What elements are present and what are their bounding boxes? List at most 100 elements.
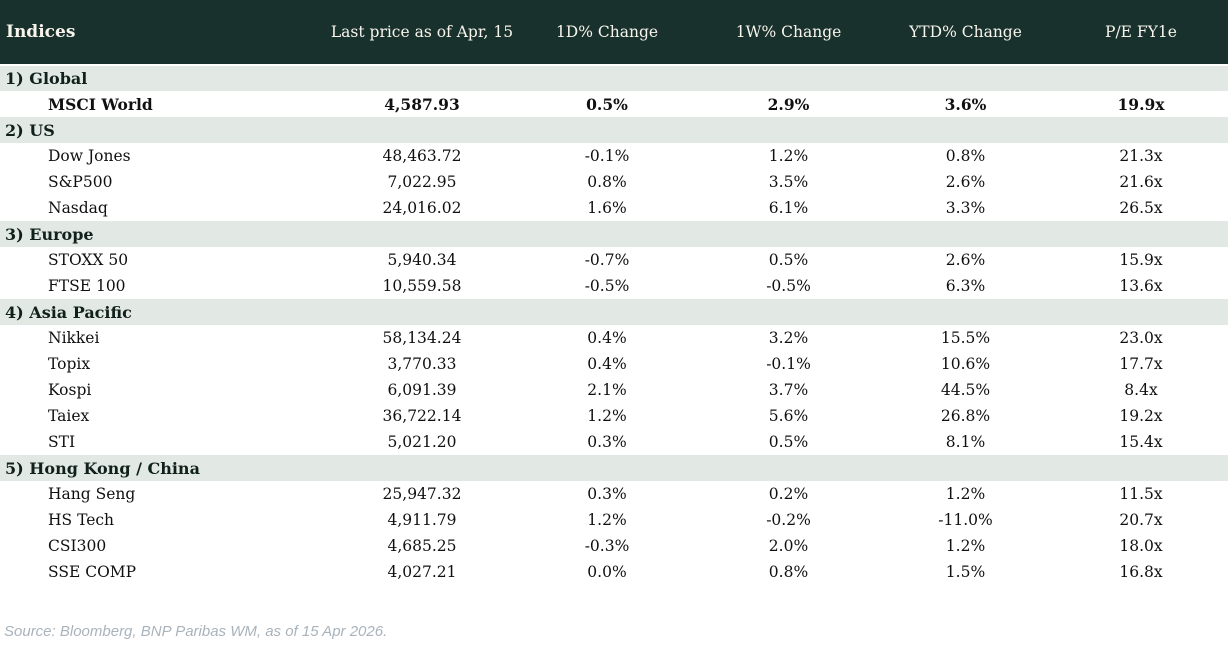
w1-change-cell: 6.1% [700, 195, 877, 221]
last-price-cell: 4,685.25 [330, 533, 514, 559]
ytd-change-cell: 0.8% [877, 143, 1054, 169]
last-price-cell: 4,587.93 [330, 91, 514, 117]
w1-change-cell: 3.5% [700, 169, 877, 195]
last-price-cell: 36,722.14 [330, 403, 514, 429]
pe-cell: 19.2x [1054, 403, 1228, 429]
ytd-change-cell: 44.5% [877, 377, 1054, 403]
last-price-cell: 7,022.95 [330, 169, 514, 195]
column-header-price: Last price as of Apr, 15 [330, 0, 514, 66]
source-note: Source: Bloomberg, BNP Paribas WM, as of… [4, 623, 388, 640]
table-row: SSE COMP 4,027.21 0.0% 0.8% 1.5% 16.8x [0, 559, 1228, 585]
d1-change-cell: -0.7% [514, 247, 700, 273]
table-row: FTSE 100 10,559.58 -0.5% -0.5% 6.3% 13.6x [0, 273, 1228, 299]
index-name-cell: Nikkei [0, 325, 330, 351]
section-label: 2) US [0, 117, 1228, 143]
column-header-w1: 1W% Change [700, 0, 877, 66]
index-name-cell: STI [0, 429, 330, 455]
w1-change-cell: 2.9% [700, 91, 877, 117]
table-row: Nasdaq 24,016.02 1.6% 6.1% 3.3% 26.5x [0, 195, 1228, 221]
w1-change-cell: -0.2% [700, 507, 877, 533]
index-name-cell: S&P500 [0, 169, 330, 195]
section-label: 1) Global [0, 65, 1228, 91]
d1-change-cell: 0.5% [514, 91, 700, 117]
table-row: STI 5,021.20 0.3% 0.5% 8.1% 15.4x [0, 429, 1228, 455]
d1-change-cell: -0.3% [514, 533, 700, 559]
index-name-cell: Nasdaq [0, 195, 330, 221]
index-name-cell: Taiex [0, 403, 330, 429]
last-price-cell: 3,770.33 [330, 351, 514, 377]
ytd-change-cell: -11.0% [877, 507, 1054, 533]
d1-change-cell: 1.6% [514, 195, 700, 221]
pe-cell: 18.0x [1054, 533, 1228, 559]
w1-change-cell: -0.5% [700, 273, 877, 299]
section-row: 4) Asia Pacific [0, 299, 1228, 325]
table-row: Dow Jones 48,463.72 -0.1% 1.2% 0.8% 21.3x [0, 143, 1228, 169]
column-header-pe: P/E FY1e [1054, 0, 1228, 66]
section-label: 3) Europe [0, 221, 1228, 247]
ytd-change-cell: 1.5% [877, 559, 1054, 585]
table-row: Taiex 36,722.14 1.2% 5.6% 26.8% 19.2x [0, 403, 1228, 429]
section-row: 5) Hong Kong / China [0, 455, 1228, 481]
index-name-cell: MSCI World [0, 91, 330, 117]
index-name-cell: Topix [0, 351, 330, 377]
last-price-cell: 10,559.58 [330, 273, 514, 299]
pe-cell: 17.7x [1054, 351, 1228, 377]
section-label: 4) Asia Pacific [0, 299, 1228, 325]
w1-change-cell: 0.8% [700, 559, 877, 585]
d1-change-cell: 0.4% [514, 351, 700, 377]
d1-change-cell: 0.3% [514, 481, 700, 507]
pe-cell: 26.5x [1054, 195, 1228, 221]
pe-cell: 11.5x [1054, 481, 1228, 507]
d1-change-cell: 1.2% [514, 403, 700, 429]
ytd-change-cell: 1.2% [877, 533, 1054, 559]
table-row: HS Tech 4,911.79 1.2% -0.2% -11.0% 20.7x [0, 507, 1228, 533]
d1-change-cell: 0.3% [514, 429, 700, 455]
table-row: Hang Seng 25,947.32 0.3% 0.2% 1.2% 11.5x [0, 481, 1228, 507]
d1-change-cell: 1.2% [514, 507, 700, 533]
last-price-cell: 48,463.72 [330, 143, 514, 169]
last-price-cell: 5,940.34 [330, 247, 514, 273]
ytd-change-cell: 2.6% [877, 247, 1054, 273]
last-price-cell: 25,947.32 [330, 481, 514, 507]
index-name-cell: SSE COMP [0, 559, 330, 585]
w1-change-cell: 3.2% [700, 325, 877, 351]
pe-cell: 21.6x [1054, 169, 1228, 195]
table-body: 1) Global MSCI World 4,587.93 0.5% 2.9% 3.6% 1… [0, 65, 1228, 585]
ytd-change-cell: 26.8% [877, 403, 1054, 429]
ytd-change-cell: 3.3% [877, 195, 1054, 221]
pe-cell: 16.8x [1054, 559, 1228, 585]
section-row: 2) US [0, 117, 1228, 143]
index-name-cell: FTSE 100 [0, 273, 330, 299]
ytd-change-cell: 3.6% [877, 91, 1054, 117]
d1-change-cell: -0.1% [514, 143, 700, 169]
index-name-cell: CSI300 [0, 533, 330, 559]
table-row: S&P500 7,022.95 0.8% 3.5% 2.6% 21.6x [0, 169, 1228, 195]
last-price-cell: 4,911.79 [330, 507, 514, 533]
column-header-d1: 1D% Change [514, 0, 700, 66]
ytd-change-cell: 1.2% [877, 481, 1054, 507]
ytd-change-cell: 2.6% [877, 169, 1054, 195]
index-name-cell: STOXX 50 [0, 247, 330, 273]
w1-change-cell: 3.7% [700, 377, 877, 403]
column-header-name: Indices [0, 0, 330, 66]
ytd-change-cell: 8.1% [877, 429, 1054, 455]
table-row: MSCI World 4,587.93 0.5% 2.9% 3.6% 19.9x [0, 91, 1228, 117]
table-header: Indices Last price as of Apr, 15 1D% Chang… [0, 0, 1228, 66]
w1-change-cell: 0.5% [700, 429, 877, 455]
indices-table: Indices Last price as of Apr, 15 1D% Chang… [0, 0, 1228, 585]
w1-change-cell: 2.0% [700, 533, 877, 559]
d1-change-cell: 0.8% [514, 169, 700, 195]
pe-cell: 19.9x [1054, 91, 1228, 117]
table-row: CSI300 4,685.25 -0.3% 2.0% 1.2% 18.0x [0, 533, 1228, 559]
last-price-cell: 6,091.39 [330, 377, 514, 403]
index-name-cell: Dow Jones [0, 143, 330, 169]
pe-cell: 21.3x [1054, 143, 1228, 169]
w1-change-cell: 5.6% [700, 403, 877, 429]
index-name-cell: HS Tech [0, 507, 330, 533]
pe-cell: 8.4x [1054, 377, 1228, 403]
table-row: Topix 3,770.33 0.4% -0.1% 10.6% 17.7x [0, 351, 1228, 377]
w1-change-cell: -0.1% [700, 351, 877, 377]
ytd-change-cell: 6.3% [877, 273, 1054, 299]
d1-change-cell: 0.0% [514, 559, 700, 585]
table-row: Nikkei 58,134.24 0.4% 3.2% 15.5% 23.0x [0, 325, 1228, 351]
